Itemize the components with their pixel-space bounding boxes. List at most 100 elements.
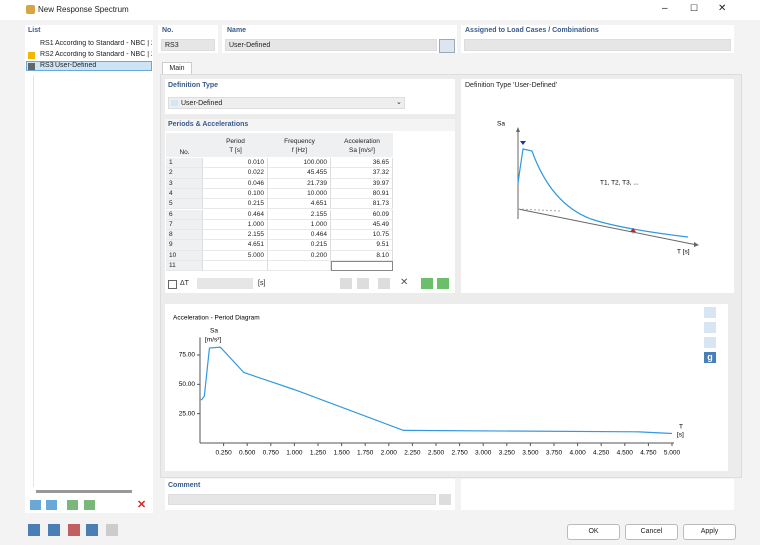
bottom-tool-1[interactable] [28, 524, 40, 536]
table-cell[interactable]: 8 [166, 230, 203, 241]
table-cell[interactable]: 37.32 [331, 168, 393, 179]
table-cell[interactable]: 0.100 [203, 188, 268, 200]
definition-label: Definition Type [168, 82, 219, 89]
table-cell[interactable]: 45.49 [331, 219, 393, 231]
x-tick-label: 2.750 [451, 450, 468, 457]
list-color [28, 63, 35, 70]
table-cell[interactable]: 60.09 [331, 209, 393, 220]
table-cell[interactable]: 4.651 [268, 199, 331, 210]
table-cell[interactable]: 0.215 [203, 199, 268, 210]
chart-tool-1[interactable] [704, 307, 716, 318]
tbl-tool-1[interactable] [340, 278, 352, 289]
table-cell[interactable]: 36.65 [331, 158, 393, 169]
table-cell[interactable]: 80.91 [331, 188, 393, 200]
table-cell[interactable]: 1 [166, 158, 203, 169]
table-cell[interactable]: 11 [166, 261, 203, 272]
table-cell[interactable]: 2.155 [268, 209, 331, 220]
name-field[interactable]: User-Defined [225, 39, 437, 51]
table-cell[interactable]: 1.000 [203, 219, 268, 231]
tbl-tool-3[interactable] [378, 278, 390, 289]
table-cell[interactable]: 5.000 [203, 250, 268, 261]
delta-checkbox[interactable] [168, 280, 177, 289]
chart-tool-4[interactable]: g [704, 352, 716, 363]
table-cell[interactable]: 9 [166, 240, 203, 251]
table-cell[interactable]: 1.000 [268, 219, 331, 231]
table-cell[interactable]: 0.464 [268, 230, 331, 241]
table-cell[interactable]: 6 [166, 209, 203, 220]
bottom-tool-3[interactable] [68, 524, 80, 536]
table-cell[interactable]: 0.046 [203, 178, 268, 189]
ok-button[interactable]: OK [567, 524, 620, 540]
definition-dropdown[interactable]: User-Defined [168, 97, 405, 109]
table-cell[interactable]: 0.010 [203, 158, 268, 169]
chart-tool-2[interactable] [704, 322, 716, 333]
delta-field[interactable] [197, 278, 253, 289]
close[interactable]: ✕ [718, 3, 727, 14]
table-cell[interactable]: 10.75 [331, 230, 393, 241]
name-label: Name [227, 27, 247, 34]
cancel-button[interactable]: Cancel [625, 524, 678, 540]
table-cell[interactable]: 2 [166, 168, 203, 179]
tbl-delete[interactable]: ✕ [400, 277, 409, 288]
table-cell[interactable]: 9.51 [331, 240, 393, 251]
edit-name[interactable] [439, 39, 455, 53]
list-label[interactable]: According to Standard - NBC | 2( [55, 51, 152, 58]
tool-delete[interactable]: ✕ [137, 499, 147, 511]
table-cell[interactable]: 7 [166, 219, 203, 231]
table-cell[interactable]: 8.10 [331, 250, 393, 261]
bottom-tool-4[interactable] [86, 524, 98, 536]
tbl-import[interactable] [421, 278, 433, 289]
table-cell[interactable]: 3 [166, 178, 203, 189]
column-header: No. [179, 149, 190, 156]
table-cell[interactable]: 0.200 [268, 250, 331, 261]
tab-main[interactable]: Main [162, 62, 192, 75]
comment-tool[interactable] [439, 494, 451, 505]
list-header: List [28, 27, 41, 34]
bottom-tool-2[interactable] [48, 524, 60, 536]
app-icon [26, 5, 35, 14]
chart-tool-3[interactable] [704, 337, 716, 348]
table-cell[interactable]: 45.455 [268, 168, 331, 179]
list-label[interactable]: User-Defined [55, 62, 97, 69]
table-cell[interactable]: 0.022 [203, 168, 268, 179]
list-id[interactable]: RS1 [40, 40, 54, 47]
column-header: T [s] [229, 147, 242, 154]
tool-new[interactable] [30, 500, 41, 510]
scrollbar[interactable] [36, 490, 132, 493]
table-cell[interactable]: 0.215 [268, 240, 331, 251]
list-label[interactable]: According to Standard - NBC | 2( [55, 40, 152, 47]
no-field[interactable]: RS3 [161, 39, 215, 51]
table-cell[interactable]: 10.000 [268, 188, 331, 200]
tool-uncheck[interactable] [84, 500, 95, 510]
tbl-tool-2[interactable] [357, 278, 369, 289]
list-id[interactable]: RS3 [40, 62, 54, 69]
table-cell[interactable]: 39.97 [331, 178, 393, 189]
tool-copy[interactable] [46, 500, 57, 510]
table-cell[interactable]: 5 [166, 199, 203, 210]
ill-arrow [694, 242, 699, 247]
table-cell[interactable]: 0.464 [203, 209, 268, 220]
dropdown-arrow[interactable]: ⌄ [396, 99, 402, 106]
tool-check[interactable] [67, 500, 78, 510]
table-cell[interactable]: 81.73 [331, 199, 393, 210]
tbl-export[interactable] [437, 278, 449, 289]
table-cell[interactable]: 4 [166, 188, 203, 200]
table-cell[interactable] [268, 261, 331, 272]
y-axis-label: Sa [210, 328, 218, 335]
table-cell[interactable] [203, 261, 268, 272]
assigned-field[interactable] [464, 39, 731, 51]
list-id[interactable]: RS2 [40, 51, 54, 58]
comment-field[interactable] [168, 494, 436, 505]
table-cell[interactable]: 2.155 [203, 230, 268, 241]
list-selection[interactable] [26, 61, 152, 71]
minimize[interactable]: – [662, 3, 668, 14]
table-cell[interactable] [331, 261, 393, 272]
table-cell[interactable]: 21.739 [268, 178, 331, 189]
maximize[interactable]: ☐ [690, 3, 699, 13]
table-cell[interactable]: 10 [166, 250, 203, 261]
table-cell[interactable]: 100.000 [268, 158, 331, 169]
bottom-tool-5[interactable] [106, 524, 118, 536]
apply-button[interactable]: Apply [683, 524, 736, 540]
table-cell[interactable]: 4.651 [203, 240, 268, 251]
column-header: Acceleration [344, 138, 380, 145]
